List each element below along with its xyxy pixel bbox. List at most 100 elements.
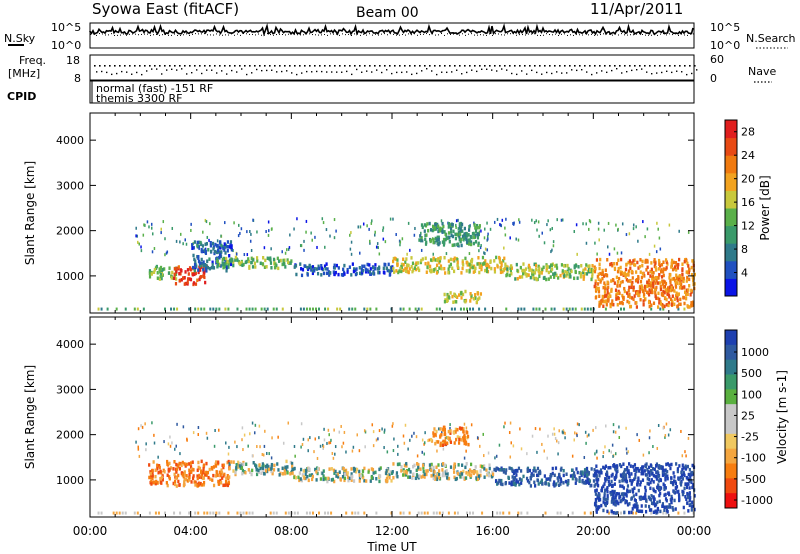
scatter-cell [656, 506, 660, 511]
scatter-cell [447, 225, 450, 229]
nave-dot [186, 73, 188, 75]
power-x-ticks [89, 113, 695, 313]
scatter-cell [481, 511, 484, 515]
scatter-cell [474, 465, 477, 469]
scatter-cell [448, 236, 451, 240]
scatter-cell [363, 429, 366, 433]
scatter-cell [678, 286, 682, 290]
scatter-cell [383, 428, 386, 432]
scatter-cell [259, 445, 261, 449]
scatter-cell [685, 475, 688, 480]
scatter-cell [443, 431, 447, 435]
nsearch-dot [381, 33, 382, 35]
scatter-cell [595, 510, 598, 514]
nave-tick-top: 60 [710, 53, 724, 66]
scatter-cell [630, 510, 633, 515]
scatter-cell [223, 472, 226, 477]
scatter-cell [420, 248, 423, 252]
scatter-cell [249, 239, 252, 243]
scatter-cell [627, 471, 631, 476]
scatter-cell [385, 469, 388, 473]
scatter-cell [483, 236, 486, 240]
scatter-cell [654, 281, 657, 285]
scatter-cell [553, 307, 556, 311]
scatter-cell [688, 305, 691, 309]
scatter-cell [308, 264, 311, 268]
scatter-cell [346, 471, 349, 475]
nsearch-dot [303, 34, 304, 36]
site-title: Syowa East (fitACF) [92, 0, 239, 18]
scatter-cell [670, 299, 674, 303]
scatter-cell [529, 484, 533, 488]
nsearch-dot [540, 34, 541, 36]
nave-dot [216, 72, 218, 74]
scatter-cell [539, 270, 542, 275]
scatter-cell [650, 478, 653, 482]
scatter-cell [442, 439, 445, 444]
scatter-cell [242, 262, 245, 267]
scatter-cell [520, 307, 523, 311]
scatter-cell [335, 263, 338, 268]
scatter-cell [286, 258, 289, 262]
scatter-cell [644, 485, 647, 490]
nsearch-dot [636, 33, 637, 35]
scatter-cell [351, 449, 354, 453]
scatter-cell [586, 307, 589, 311]
scatter-cell [446, 472, 449, 476]
scatter-cell [463, 435, 466, 440]
scatter-cell [352, 269, 355, 274]
scatter-cell [583, 271, 586, 276]
scatter-cell [639, 279, 643, 284]
scatter-cell [607, 245, 609, 249]
scatter-cell [162, 220, 165, 224]
scatter-cell [609, 302, 612, 307]
scatter-cell [255, 256, 259, 260]
scatter-cell [363, 466, 366, 471]
nsearch-dot [453, 33, 454, 35]
scatter-cell [623, 286, 626, 291]
scatter-cell [183, 470, 186, 474]
freq-dot [574, 65, 576, 67]
scatter-cell [603, 482, 606, 486]
scatter-cell [668, 463, 671, 467]
scatter-cell [658, 486, 661, 491]
nsearch-dot [612, 34, 613, 36]
scatter-cell [671, 260, 674, 265]
scatter-cell [232, 260, 235, 264]
scatter-cell [459, 475, 462, 479]
scatter-cell [242, 460, 245, 465]
scatter-cell [413, 233, 416, 237]
scatter-cell [225, 441, 227, 445]
scatter-cell [350, 273, 353, 277]
scatter-cell [637, 509, 640, 513]
scatter-cell [657, 423, 660, 427]
scatter-cell [472, 511, 475, 515]
scatter-cell [619, 280, 622, 285]
scatter-cell [382, 237, 385, 241]
scatter-cell [626, 470, 629, 475]
scatter-cell [158, 465, 161, 470]
scatter-cell [552, 240, 555, 244]
scatter-cell [324, 307, 327, 311]
scatter-cell [396, 258, 399, 262]
scatter-cell [663, 487, 666, 492]
scatter-cell [209, 244, 212, 248]
scatter-cell [330, 511, 333, 515]
scatter-cell [250, 248, 253, 252]
scatter-cell [299, 307, 302, 311]
scatter-cell [452, 269, 456, 274]
freq-dot [244, 65, 246, 67]
scatter-cell [636, 482, 639, 487]
scatter-cell [201, 473, 204, 477]
scatter-cell [515, 237, 517, 241]
nsearch-dot [141, 33, 142, 35]
scatter-cell [604, 503, 607, 508]
scatter-cell [269, 464, 272, 469]
scatter-cell [350, 467, 353, 471]
nsearch-dot [537, 34, 538, 36]
nsearch-dot [354, 33, 355, 35]
scatter-cell [535, 277, 538, 282]
scatter-cell [627, 294, 630, 298]
scatter-cell [616, 296, 620, 300]
scatter-cell [181, 473, 184, 477]
